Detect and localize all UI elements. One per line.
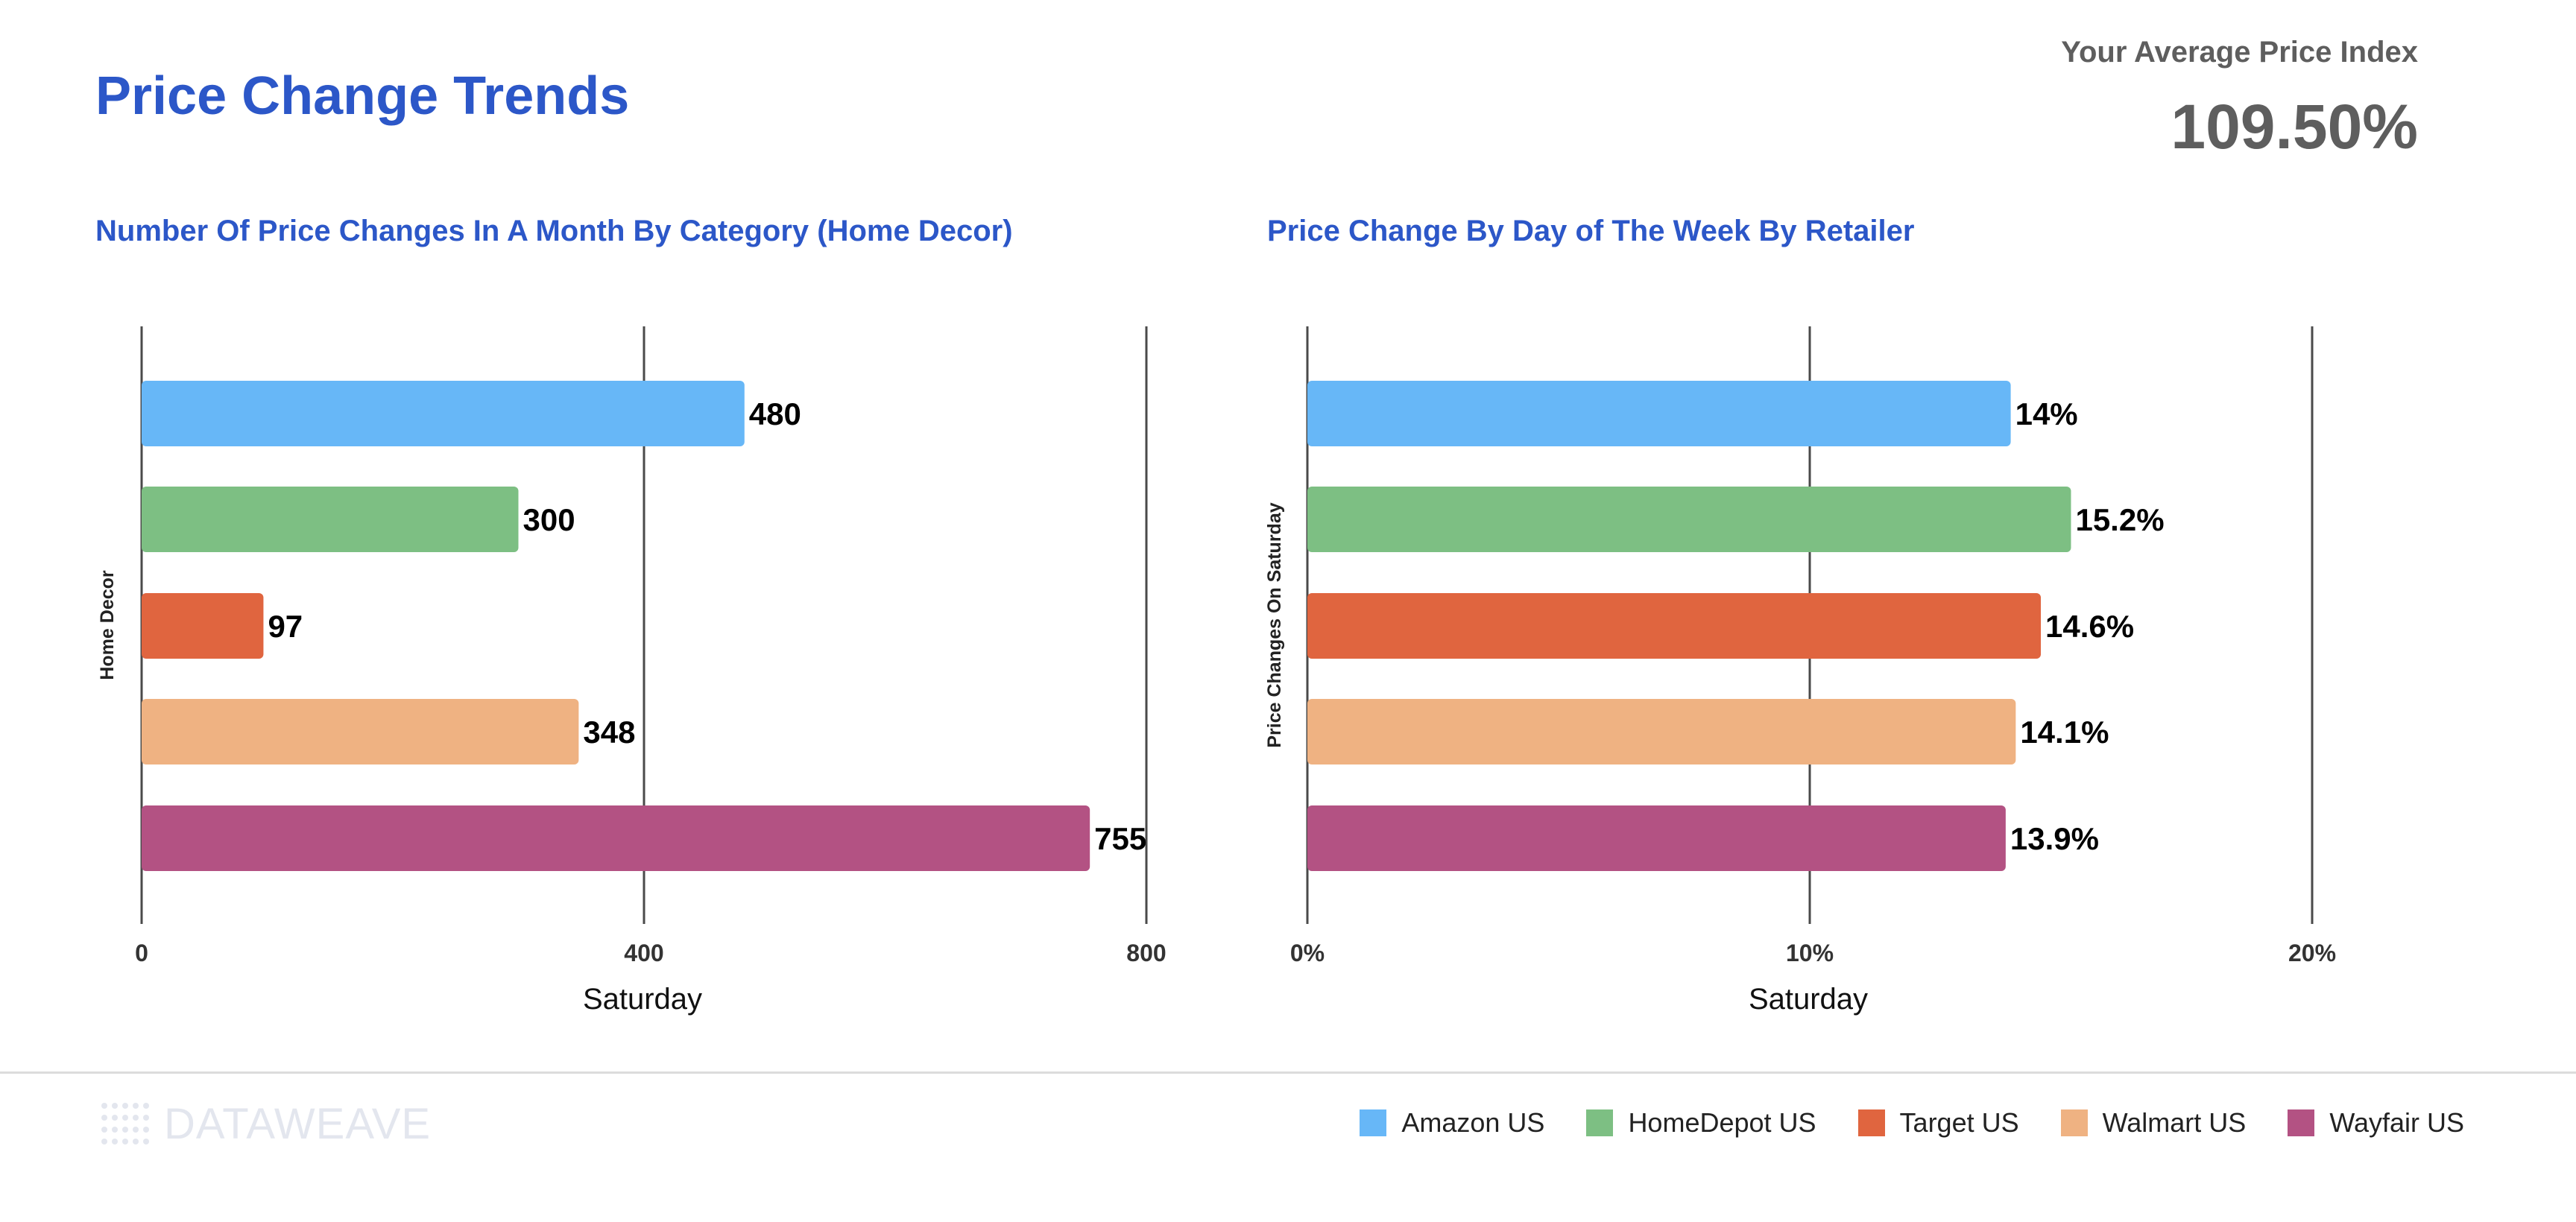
data-label: 755 — [1094, 821, 1146, 856]
legend-label: Walmart US — [2102, 1107, 2247, 1138]
chart-title-category: Number Of Price Changes In A Month By Ca… — [95, 215, 1013, 247]
bar-target-us — [142, 593, 264, 659]
bar-wayfair-us — [142, 805, 1090, 871]
x-tick-label: 800 — [1126, 940, 1166, 966]
legend-swatch — [1360, 1109, 1387, 1136]
x-axis-title: Saturday — [583, 983, 702, 1016]
data-label: 300 — [523, 502, 575, 537]
data-label: 15.2% — [2075, 502, 2164, 537]
chart-retailer: 0% 10% 20% 14% 15.2% 14.6% 14.1% 13.9% Saturday P… — [1264, 326, 2336, 1016]
bar-walmart-us — [142, 699, 579, 764]
legend-label: Wayfair US — [2329, 1107, 2464, 1138]
chart-title-retailer: Price Change By Day of The Week By Retai… — [1267, 215, 1915, 247]
bar-wayfair-us — [1307, 805, 2006, 871]
legend-item-target-us: Target US — [1857, 1107, 2019, 1139]
legend-label: Amazon US — [1401, 1107, 1545, 1138]
data-label: 14% — [2015, 396, 2078, 431]
legend-swatch — [1857, 1109, 1885, 1136]
y-axis-title: Price Changes On Saturday — [1264, 502, 1285, 747]
brand-logo-icon — [101, 1103, 149, 1145]
kpi-label: Your Average Price Index — [2061, 36, 2418, 69]
data-label: 14.1% — [2020, 715, 2109, 750]
legend-label: Target US — [1899, 1107, 2019, 1138]
brand-name: DATAWEAVE — [164, 1099, 432, 1148]
footer-divider — [0, 1071, 2576, 1074]
x-tick-label: 10% — [1786, 940, 1834, 966]
x-tick-label: 0 — [135, 940, 148, 966]
data-label: 480 — [749, 396, 801, 431]
kpi-value: 109.50% — [2171, 92, 2418, 162]
chart-legend: Amazon US HomeDepot US Target US Walmart US… — [1360, 1107, 2464, 1139]
x-tick-label: 400 — [624, 940, 663, 966]
legend-item-wayfair-us: Wayfair US — [2288, 1107, 2464, 1139]
x-axis-title: Saturday — [1749, 983, 1868, 1016]
bar-amazon-us — [1307, 381, 2011, 446]
x-tick-label: 20% — [2288, 940, 2336, 966]
legend-label: HomeDepot US — [1628, 1107, 1816, 1138]
page-title: Price Change Trends — [95, 66, 630, 126]
legend-item-walmart-us: Walmart US — [2060, 1107, 2247, 1139]
chart-category: 0 400 800 480 300 97 348 755 Saturday Home Decor — [97, 326, 1167, 1016]
y-axis-title: Home Decor — [97, 570, 118, 680]
bar-target-us — [1307, 593, 2042, 659]
bar-walmart-us — [1307, 699, 2016, 764]
data-label: 348 — [583, 715, 635, 750]
data-label: 97 — [268, 609, 303, 644]
legend-item-homedepot-us: HomeDepot US — [1586, 1107, 1816, 1139]
data-label: 14.6% — [2045, 609, 2134, 644]
legend-swatch — [2060, 1109, 2088, 1136]
legend-swatch — [1586, 1109, 1614, 1136]
bar-homedepot-us — [1307, 487, 2071, 552]
legend-swatch — [2288, 1109, 2315, 1136]
bar-amazon-us — [142, 381, 745, 446]
x-tick-label: 0% — [1290, 940, 1325, 966]
bar-homedepot-us — [142, 487, 519, 552]
legend-item-amazon-us: Amazon US — [1360, 1107, 1544, 1139]
brand-logo: DATAWEAVE — [97, 1095, 431, 1152]
data-label: 13.9% — [2010, 821, 2099, 856]
